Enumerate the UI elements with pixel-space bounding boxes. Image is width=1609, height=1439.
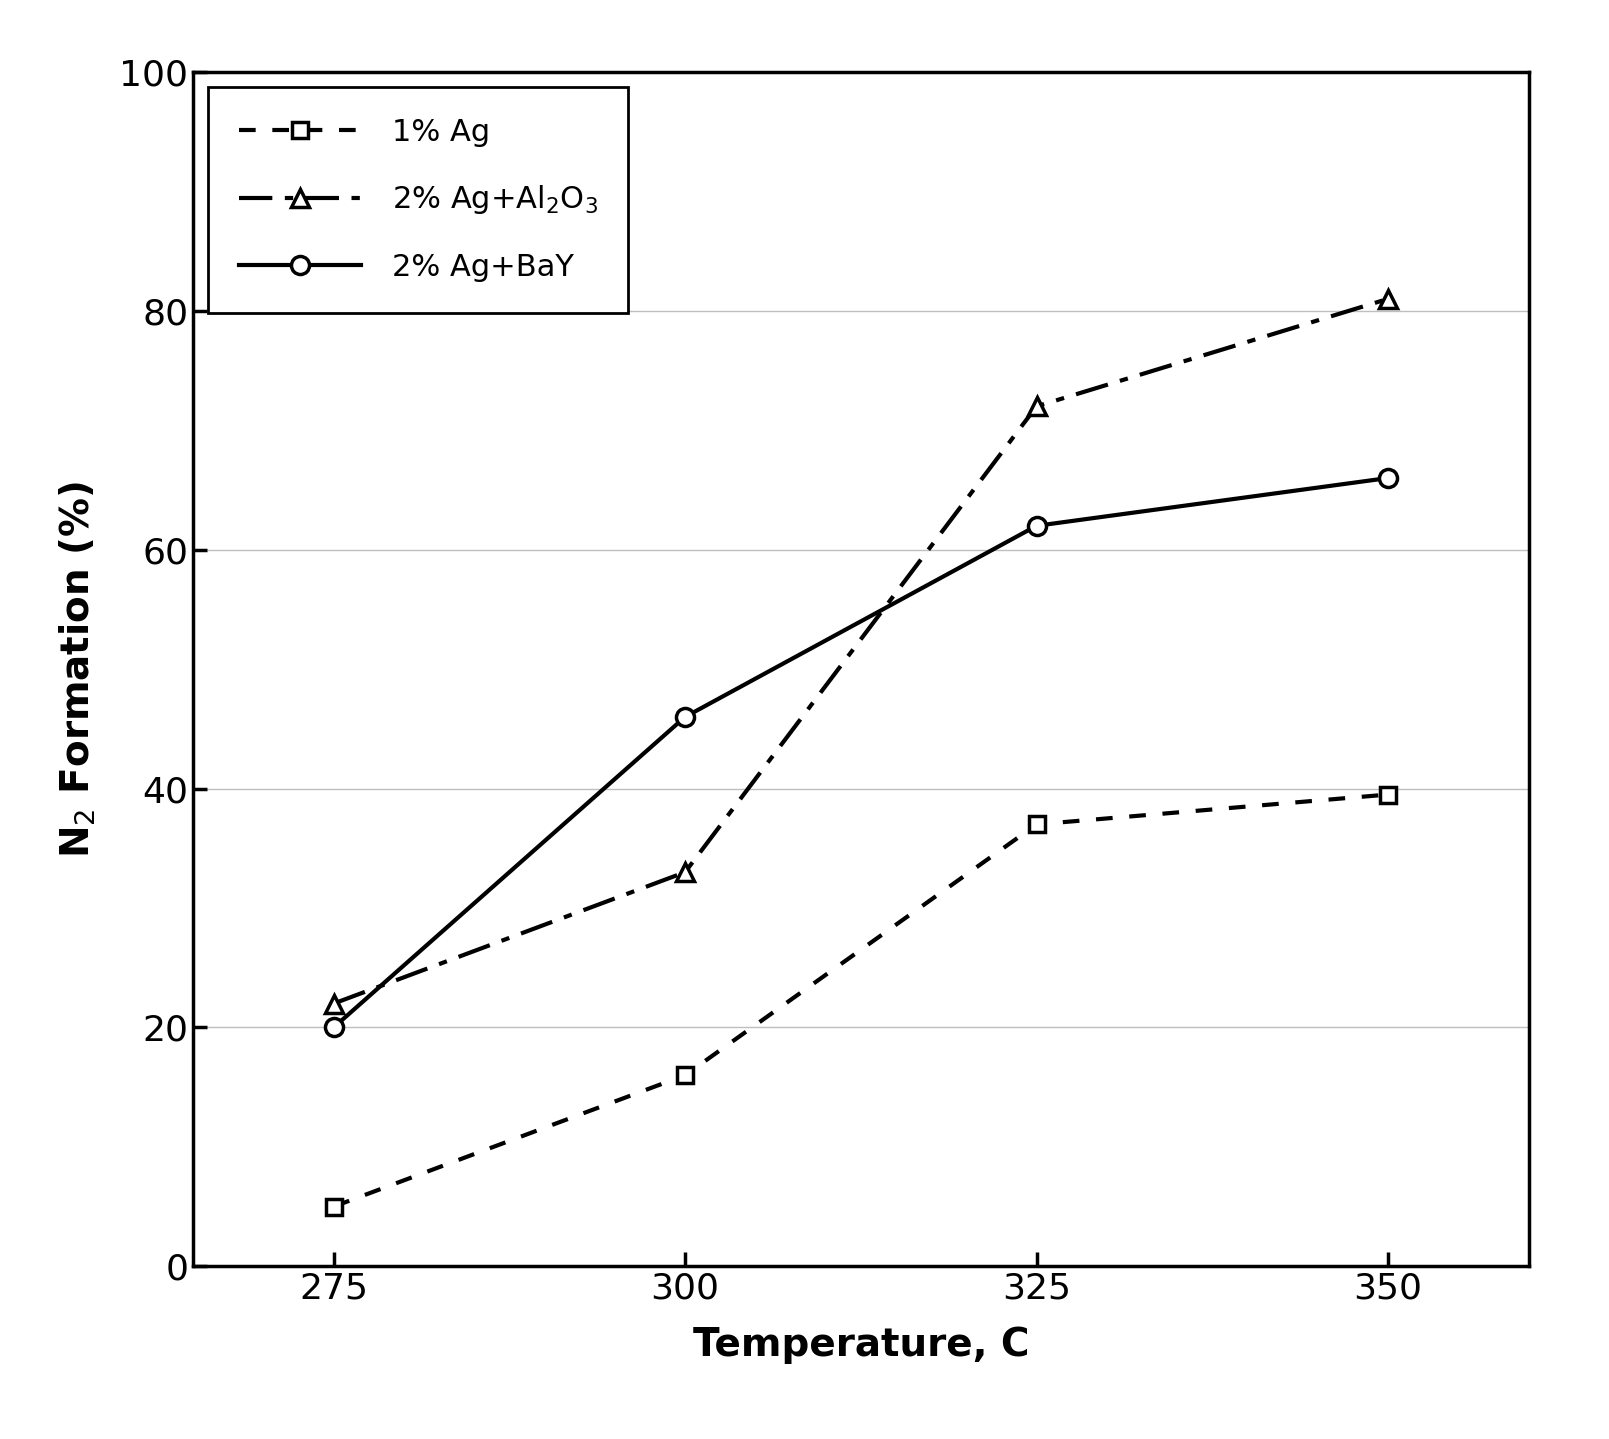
Line: 2% Ag+BaY: 2% Ag+BaY [325, 469, 1397, 1036]
2% Ag+Al$_2$O$_3$ [1379, 291, 1398, 308]
X-axis label: Temperature, C: Temperature, C [692, 1325, 1030, 1364]
1% Ag [323, 1197, 343, 1215]
2% Ag+BaY [1027, 517, 1046, 534]
2% Ag+BaY [1379, 469, 1398, 486]
2% Ag+Al$_2$O$_3$ [323, 994, 343, 1012]
1% Ag [1027, 816, 1046, 833]
1% Ag [676, 1066, 695, 1084]
2% Ag+BaY [323, 1019, 343, 1036]
2% Ag+Al$_2$O$_3$ [676, 863, 695, 881]
Line: 1% Ag: 1% Ag [325, 786, 1397, 1215]
Y-axis label: N$_2$ Formation (%): N$_2$ Formation (%) [58, 481, 98, 858]
2% Ag+BaY [676, 708, 695, 725]
Legend: 1% Ag, 2% Ag+Al$_2$O$_3$, 2% Ag+BaY: 1% Ag, 2% Ag+Al$_2$O$_3$, 2% Ag+BaY [208, 88, 629, 312]
2% Ag+Al$_2$O$_3$ [1027, 397, 1046, 414]
1% Ag [1379, 786, 1398, 803]
Line: 2% Ag+Al$_2$O$_3$: 2% Ag+Al$_2$O$_3$ [325, 289, 1397, 1013]
